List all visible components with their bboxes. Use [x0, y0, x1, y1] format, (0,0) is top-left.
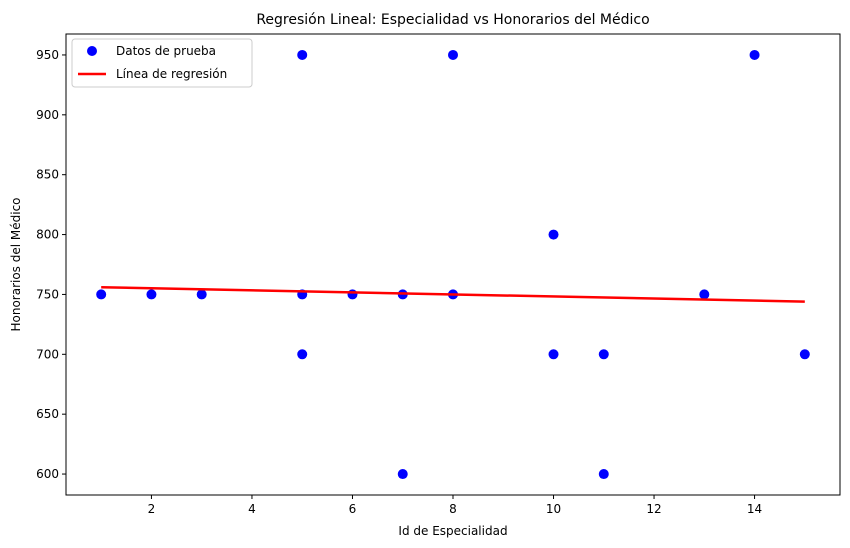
data-point [598, 469, 609, 480]
data-point [548, 229, 559, 240]
y-tick-label: 850 [36, 168, 59, 182]
y-tick-label: 700 [36, 347, 59, 361]
data-point [448, 49, 458, 60]
data-point [297, 49, 308, 60]
data-point [699, 289, 710, 300]
regression-line [101, 286, 805, 303]
x-tick-label: 6 [349, 502, 357, 516]
x-axis-label: Id de Especialidad [398, 524, 507, 538]
data-point [397, 469, 408, 480]
y-tick-label: 950 [36, 48, 59, 62]
data-point [749, 49, 760, 60]
data-point [297, 349, 308, 360]
legend-label-datos: Datos de prueba [116, 44, 216, 58]
x-tick-label: 12 [646, 502, 661, 516]
y-axis-label: Honorarios del Médico [9, 197, 23, 331]
data-point [96, 289, 107, 300]
data-point [146, 289, 157, 300]
x-tick-label: 4 [248, 502, 256, 516]
data-point [799, 349, 810, 360]
legend-marker-datos [87, 46, 97, 56]
x-tick-label: 2 [148, 502, 156, 516]
y-axis: 600 650 700 750 800 850 900 950 [36, 48, 66, 481]
data-point [598, 349, 609, 360]
chart-title: Regresión Lineal: Especialidad vs Honora… [256, 12, 649, 28]
legend: Datos de prueba Línea de regresión [71, 38, 253, 88]
y-tick-label: 750 [36, 287, 59, 301]
x-tick-label: 8 [449, 502, 457, 516]
legend-box [71, 38, 253, 88]
y-tick-label: 800 [36, 228, 59, 242]
x-tick-label: 14 [747, 502, 762, 516]
x-tick-label: 10 [546, 502, 561, 516]
legend-label-regresion: Línea de regresión [116, 67, 227, 81]
y-tick-label: 650 [36, 407, 59, 421]
y-tick-label: 900 [36, 108, 59, 122]
plot-area [96, 49, 810, 480]
data-point [548, 349, 559, 360]
y-tick-label: 600 [36, 467, 59, 481]
data-point [347, 289, 358, 300]
data-point [196, 289, 207, 300]
x-axis: 2 4 6 8 10 12 14 [148, 495, 762, 516]
